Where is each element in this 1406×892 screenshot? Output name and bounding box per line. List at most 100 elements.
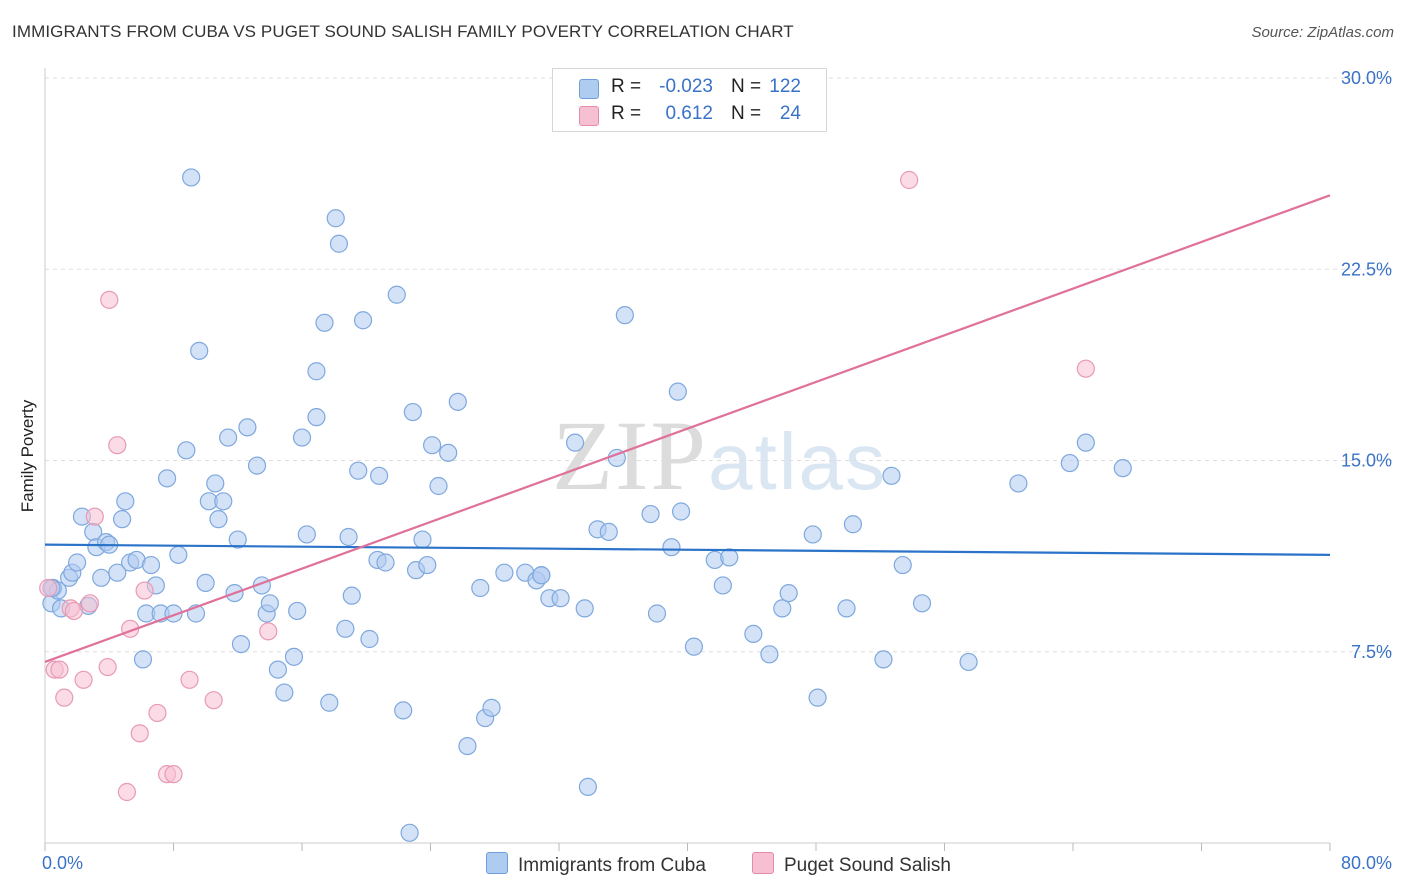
salish-point bbox=[98, 657, 117, 677]
y-tick-label: 7.5% bbox=[1351, 642, 1392, 662]
salish-point bbox=[74, 670, 93, 689]
cuba-point bbox=[92, 568, 111, 587]
cuba-point bbox=[773, 599, 792, 618]
legend-swatch-cuba bbox=[579, 79, 599, 99]
cuba-point bbox=[843, 515, 863, 534]
legend-swatch-salish bbox=[579, 106, 599, 126]
legend-n-label: N = bbox=[731, 76, 762, 97]
cuba-point bbox=[231, 634, 251, 654]
legend-item-salish: Puget Sound Salish bbox=[752, 852, 951, 877]
cuba-point bbox=[196, 573, 215, 593]
cuba-point bbox=[108, 563, 127, 582]
legend-n-value: 24 bbox=[779, 103, 801, 124]
legend-row-cuba: R = -0.023 N = 122 bbox=[553, 73, 826, 101]
cuba-point bbox=[336, 619, 355, 638]
cuba-point bbox=[284, 647, 304, 666]
legend-r-value: -0.023 bbox=[659, 76, 713, 97]
cuba-point bbox=[320, 693, 339, 712]
cuba-point bbox=[578, 777, 598, 797]
salish-point bbox=[1076, 359, 1095, 378]
salish-point bbox=[180, 670, 199, 689]
cuba-point bbox=[260, 594, 279, 613]
chart-title: IMMIGRANTS FROM CUBA VS PUGET SOUND SALI… bbox=[12, 22, 794, 41]
salish-point bbox=[148, 703, 167, 723]
cuba-point bbox=[209, 510, 228, 529]
cuba-point bbox=[641, 504, 660, 524]
cuba-point bbox=[471, 578, 490, 598]
cuba-point bbox=[429, 476, 448, 496]
cuba-point bbox=[720, 548, 739, 567]
data-points bbox=[39, 168, 1132, 842]
axes bbox=[44, 68, 1331, 851]
cuba-point bbox=[400, 823, 419, 842]
salish-point bbox=[64, 601, 84, 621]
cuba-point bbox=[668, 382, 687, 401]
cuba-point bbox=[647, 604, 667, 623]
cuba-point bbox=[214, 492, 233, 511]
salish-point bbox=[204, 691, 223, 710]
cuba-point bbox=[959, 652, 978, 672]
cuba-point bbox=[615, 306, 634, 325]
x-tick-label-right: 80.0% bbox=[1341, 853, 1392, 873]
cuba-point bbox=[532, 566, 551, 585]
cuba-point bbox=[288, 601, 307, 621]
cuba-point bbox=[779, 583, 798, 603]
cuba-point bbox=[575, 599, 594, 618]
legend-r-label: R = bbox=[611, 103, 642, 124]
legend-swatch-cuba bbox=[486, 852, 508, 874]
x-tick-label-left: 0.0% bbox=[42, 853, 83, 873]
legend-r-value: 0.612 bbox=[665, 103, 713, 124]
cuba-point bbox=[448, 392, 467, 411]
legend-r-label: R = bbox=[611, 76, 642, 97]
cuba-point bbox=[329, 234, 349, 253]
cuba-point bbox=[1009, 474, 1028, 493]
y-axis-label: Family Poverty bbox=[18, 399, 37, 513]
cuba-point bbox=[275, 683, 294, 702]
cuba-point bbox=[551, 589, 570, 608]
cuba-point bbox=[141, 555, 161, 575]
salish-point bbox=[135, 581, 154, 600]
cuba-point bbox=[349, 461, 368, 480]
cuba-point bbox=[292, 428, 312, 447]
cuba-point bbox=[874, 650, 893, 669]
cuba-point bbox=[684, 637, 704, 656]
cuba-point bbox=[744, 624, 763, 644]
cuba-point bbox=[808, 688, 827, 707]
cuba-point bbox=[228, 530, 247, 549]
salish-point bbox=[108, 436, 127, 455]
cuba-point bbox=[1060, 453, 1079, 473]
cuba-point bbox=[206, 474, 225, 493]
cuba-point bbox=[190, 341, 209, 360]
legend-row-salish: R = 0.612 N = 24 bbox=[553, 100, 826, 128]
cuba-point bbox=[882, 466, 901, 485]
salish-trend-line bbox=[44, 194, 1331, 663]
cuba-point bbox=[112, 510, 132, 529]
legend-n-label: N = bbox=[731, 103, 762, 124]
cuba-point bbox=[394, 701, 413, 720]
salish-point bbox=[164, 765, 183, 784]
cuba-point bbox=[182, 168, 201, 187]
cuba-point bbox=[157, 469, 177, 488]
cuba-point bbox=[418, 555, 437, 575]
cuba-point bbox=[133, 650, 153, 669]
watermark-zip: ZIP bbox=[552, 400, 708, 511]
cuba-point bbox=[315, 313, 334, 332]
legend-item-cuba: Immigrants from Cuba bbox=[486, 852, 706, 877]
cuba-point bbox=[1113, 459, 1132, 478]
cuba-point bbox=[713, 576, 732, 595]
cuba-point bbox=[599, 522, 618, 542]
cuba-point bbox=[342, 586, 361, 605]
y-tick-label: 22.5% bbox=[1341, 259, 1392, 279]
cuba-point bbox=[413, 530, 432, 549]
salish-point bbox=[80, 594, 100, 613]
cuba-point bbox=[353, 311, 373, 330]
cuba-point bbox=[458, 736, 477, 756]
watermark-atlas: atlas bbox=[708, 417, 887, 506]
cuba-point bbox=[565, 433, 585, 452]
cuba-point bbox=[403, 402, 422, 422]
cuba-point bbox=[297, 525, 316, 544]
y-tick-label: 15.0% bbox=[1341, 451, 1392, 471]
watermark: ZIPatlas bbox=[552, 398, 887, 513]
cuba-point bbox=[893, 555, 912, 575]
cuba-point bbox=[116, 492, 135, 511]
